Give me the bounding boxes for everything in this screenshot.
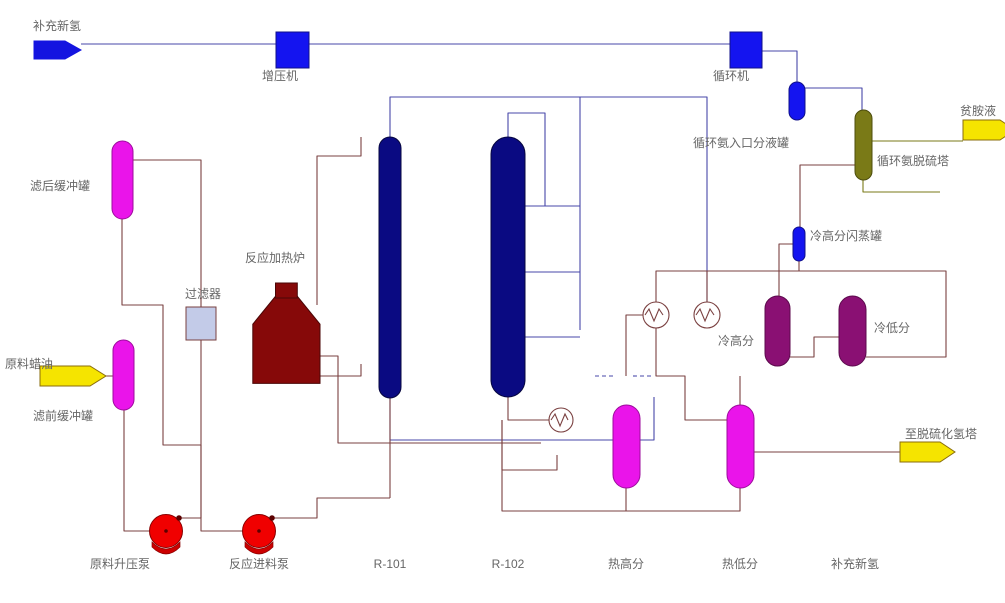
svg-text:滤后缓冲罐: 滤后缓冲罐 <box>30 178 90 193</box>
svg-text:反应加热炉: 反应加热炉 <box>245 250 305 265</box>
svg-text:冷低分: 冷低分 <box>874 321 910 335</box>
svg-text:补充新氢: 补充新氢 <box>831 556 879 571</box>
svg-text:原料升压泵: 原料升压泵 <box>90 557 150 571</box>
svg-text:循环机: 循环机 <box>713 69 749 83</box>
svg-text:至脱硫化氢塔: 至脱硫化氢塔 <box>905 426 977 441</box>
svg-text:贫胺液: 贫胺液 <box>960 103 996 118</box>
svg-text:增压机: 增压机 <box>262 69 298 83</box>
svg-text:循环氨入口分液罐: 循环氨入口分液罐 <box>693 135 789 150</box>
svg-text:滤前缓冲罐: 滤前缓冲罐 <box>33 408 93 423</box>
svg-text:冷高分闪蒸罐: 冷高分闪蒸罐 <box>810 228 882 243</box>
svg-text:循环氨脱硫塔: 循环氨脱硫塔 <box>877 153 949 168</box>
svg-text:R-101: R-101 <box>374 557 407 571</box>
svg-text:反应进料泵: 反应进料泵 <box>229 556 289 571</box>
svg-text:R-102: R-102 <box>492 557 525 571</box>
svg-text:补充新氢: 补充新氢 <box>33 18 81 33</box>
svg-text:热低分: 热低分 <box>722 557 758 571</box>
svg-text:原料蜡油: 原料蜡油 <box>5 357 53 371</box>
svg-text:热高分: 热高分 <box>608 556 644 571</box>
svg-text:过滤器: 过滤器 <box>185 287 221 301</box>
svg-text:冷高分: 冷高分 <box>718 333 754 348</box>
